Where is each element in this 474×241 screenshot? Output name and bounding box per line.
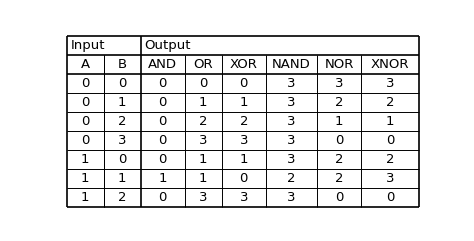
Text: 0: 0 — [81, 77, 89, 90]
Text: 0: 0 — [240, 172, 248, 185]
Text: 2: 2 — [335, 96, 343, 109]
Text: 2: 2 — [199, 115, 208, 128]
Text: 1: 1 — [199, 96, 208, 109]
Text: 0: 0 — [199, 77, 208, 90]
Text: 2: 2 — [287, 172, 296, 185]
Text: 0: 0 — [158, 115, 167, 128]
Text: 3: 3 — [386, 77, 394, 90]
Text: 0: 0 — [386, 134, 394, 147]
Text: 1: 1 — [239, 153, 248, 166]
Text: 3: 3 — [335, 77, 343, 90]
Text: 3: 3 — [287, 115, 296, 128]
Text: 2: 2 — [386, 153, 394, 166]
Text: 3: 3 — [239, 191, 248, 204]
Text: 1: 1 — [81, 153, 90, 166]
Text: 3: 3 — [287, 77, 296, 90]
Text: A: A — [81, 58, 90, 71]
Text: 0: 0 — [386, 191, 394, 204]
Text: 1: 1 — [81, 191, 90, 204]
Text: 2: 2 — [386, 96, 394, 109]
Text: 2: 2 — [118, 115, 127, 128]
Text: 2: 2 — [335, 153, 343, 166]
Text: 1: 1 — [118, 172, 127, 185]
Text: 0: 0 — [81, 96, 89, 109]
Text: 0: 0 — [81, 134, 89, 147]
Text: 0: 0 — [158, 134, 167, 147]
Text: 3: 3 — [287, 134, 296, 147]
Text: XNOR: XNOR — [371, 58, 410, 71]
Text: 2: 2 — [239, 115, 248, 128]
Text: 3: 3 — [287, 153, 296, 166]
Text: Input: Input — [70, 39, 105, 52]
Text: 3: 3 — [118, 134, 127, 147]
Text: AND: AND — [148, 58, 177, 71]
Text: 3: 3 — [199, 191, 208, 204]
Text: 0: 0 — [240, 77, 248, 90]
Text: 1: 1 — [199, 172, 208, 185]
Text: 1: 1 — [199, 153, 208, 166]
Text: 3: 3 — [287, 191, 296, 204]
Text: 1: 1 — [239, 96, 248, 109]
Text: 0: 0 — [335, 134, 343, 147]
Text: 3: 3 — [199, 134, 208, 147]
Text: Output: Output — [144, 39, 191, 52]
Text: B: B — [118, 58, 127, 71]
Text: 2: 2 — [335, 172, 343, 185]
Text: NOR: NOR — [324, 58, 354, 71]
Text: 3: 3 — [287, 96, 296, 109]
Text: 2: 2 — [118, 191, 127, 204]
Text: 3: 3 — [239, 134, 248, 147]
Text: XOR: XOR — [230, 58, 258, 71]
Text: 1: 1 — [386, 115, 394, 128]
Text: 0: 0 — [158, 77, 167, 90]
Text: NAND: NAND — [272, 58, 311, 71]
Text: 0: 0 — [81, 115, 89, 128]
Text: 3: 3 — [386, 172, 394, 185]
Text: 0: 0 — [335, 191, 343, 204]
Text: OR: OR — [193, 58, 213, 71]
Text: 1: 1 — [158, 172, 167, 185]
Text: 1: 1 — [118, 96, 127, 109]
Text: 0: 0 — [118, 77, 127, 90]
Text: 0: 0 — [158, 153, 167, 166]
Text: 0: 0 — [158, 96, 167, 109]
Text: 0: 0 — [118, 153, 127, 166]
Text: 0: 0 — [158, 191, 167, 204]
Text: 1: 1 — [335, 115, 343, 128]
Text: 1: 1 — [81, 172, 90, 185]
